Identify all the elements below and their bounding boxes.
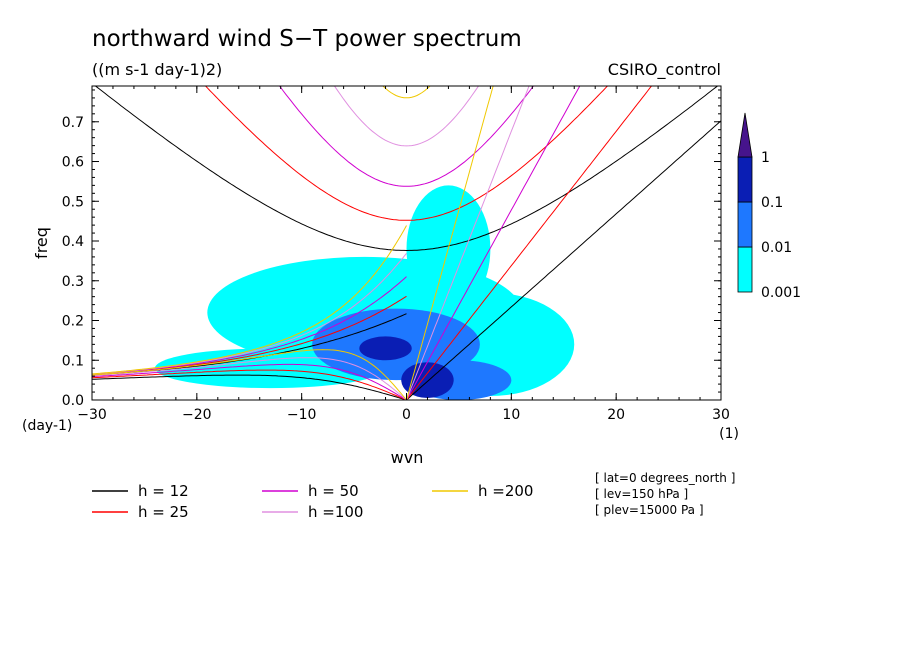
info-line-2: [ plev=15000 Pa ] — [595, 503, 704, 517]
inertia-gravity-wave-50 — [278, 86, 535, 187]
legend: h = 12 h = 25 h = 50 h =100 h =200 — [92, 482, 533, 521]
y-unit-label: (day-1) — [22, 418, 72, 434]
y-tick-label-7: 0.7 — [62, 115, 84, 131]
x-axis: −30 −20 −10 0 10 20 30 — [77, 86, 730, 423]
y-tick-label-2: 0.2 — [62, 314, 84, 330]
inertia-gravity-wave-200 — [382, 86, 431, 99]
y-axis: 0.0 0.1 0.2 0.3 0.4 0.5 0.6 0.7 — [62, 89, 721, 409]
kelvin-wave-12 — [406, 120, 721, 400]
kelvin-wave-200 — [406, 86, 494, 400]
dispersion-curves — [92, 86, 721, 400]
legend-label-4: h =200 — [478, 482, 533, 500]
colorbar-label-0: 0.001 — [761, 285, 801, 301]
colorbar: 0.001 0.01 0.1 1 — [737, 112, 801, 301]
y-tick-label-3: 0.3 — [62, 274, 84, 290]
legend-label-1: h = 25 — [138, 503, 189, 521]
rossby-wave-100 — [92, 357, 407, 400]
colorbar-label-2: 0.1 — [761, 195, 783, 211]
colorbar-extend-arrow — [737, 112, 753, 158]
power-regions — [154, 185, 575, 400]
kelvin-wave-50 — [406, 86, 581, 400]
colorbar-label-3: 1 — [761, 150, 770, 166]
rossby-wave-12 — [92, 374, 407, 400]
x-tick-label-4: 10 — [502, 407, 520, 423]
inertia-gravity-wave-100 — [333, 86, 480, 147]
colorbar-segment-2 — [737, 156, 753, 203]
colorbar-segment-1 — [737, 201, 753, 248]
y-axis-label: freq — [32, 227, 51, 259]
model-name: CSIRO_control — [608, 60, 721, 80]
x-tick-label-3: 0 — [402, 407, 411, 423]
x-tick-label-2: −10 — [287, 407, 317, 423]
info-box: [ lat=0 degrees_north ] [ lev=150 hPa ] [ … — [595, 471, 735, 517]
y-tick-label-1: 0.1 — [62, 353, 84, 369]
legend-label-0: h = 12 — [138, 482, 189, 500]
y-tick-label-5: 0.5 — [62, 194, 84, 210]
inertia-gravity-wave-12 — [94, 86, 719, 252]
power-region-7 — [359, 336, 412, 361]
chart-title: northward wind S−T power spectrum — [92, 26, 522, 52]
info-line-0: [ lat=0 degrees_north ] — [595, 471, 735, 485]
x-tick-label-5: 20 — [607, 407, 625, 423]
info-line-1: [ lev=150 hPa ] — [595, 487, 688, 501]
rossby-wave-25 — [92, 369, 407, 400]
colorbar-label-1: 0.01 — [761, 240, 792, 256]
x-tick-label-0: −30 — [77, 407, 107, 423]
legend-label-2: h = 50 — [308, 482, 359, 500]
colorbar-segment-0 — [737, 246, 753, 293]
x-tick-label-1: −20 — [182, 407, 212, 423]
kelvin-wave-100 — [406, 86, 530, 400]
rossby-wave-200 — [92, 349, 407, 400]
inertia-gravity-wave-25 — [204, 86, 609, 221]
legend-label-3: h =100 — [308, 503, 363, 521]
y-tick-label-0: 0.0 — [62, 393, 84, 409]
chart-units: ((m s-1 day-1)2) — [92, 60, 222, 79]
y-tick-label-6: 0.6 — [62, 155, 84, 171]
x-tick-label-6: 30 — [712, 407, 730, 423]
x-unit-label: (1) — [719, 426, 739, 442]
mixed-rossby-gravity-wave-200 — [92, 225, 407, 375]
rossby-wave-50 — [92, 363, 407, 400]
x-axis-label: wvn — [391, 448, 424, 467]
kelvin-wave-25 — [406, 86, 653, 400]
y-tick-label-4: 0.4 — [62, 234, 84, 250]
